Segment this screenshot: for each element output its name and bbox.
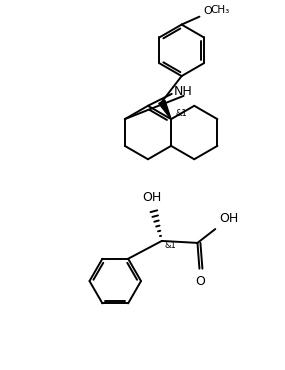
Text: OH: OH: [219, 212, 239, 225]
Polygon shape: [159, 100, 171, 119]
Text: CH₃: CH₃: [210, 5, 230, 15]
Text: NH: NH: [174, 85, 192, 98]
Text: &1: &1: [175, 109, 187, 118]
Text: &1: &1: [165, 241, 176, 250]
Text: O: O: [203, 6, 212, 16]
Text: O: O: [196, 275, 205, 287]
Text: OH: OH: [142, 191, 162, 204]
